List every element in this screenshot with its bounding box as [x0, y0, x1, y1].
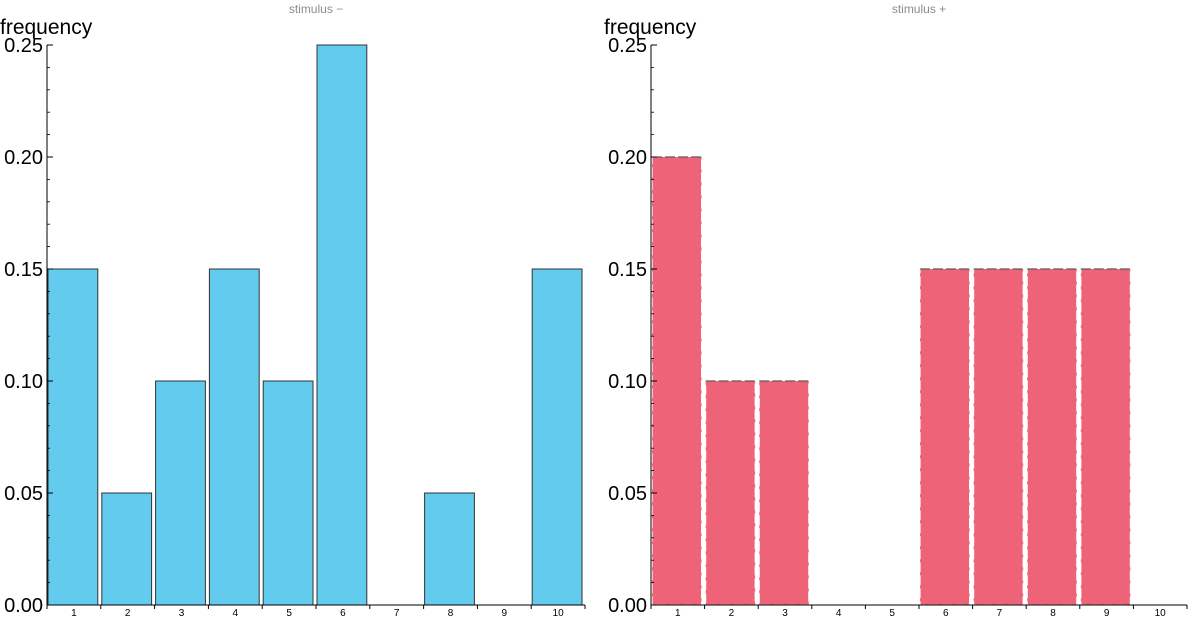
bar [758, 380, 810, 606]
bar [424, 492, 475, 606]
bar [262, 380, 314, 606]
x-tick-label: 7 [394, 608, 400, 619]
y-tick-label: 0.15 [4, 259, 43, 281]
x-tick-label: 4 [233, 608, 239, 619]
y-tick-label: 0.00 [4, 595, 43, 617]
y-tick-label: 0.25 [4, 35, 43, 57]
x-tick-label: 2 [729, 608, 735, 619]
chart-panel: stimulus − frequency 0.00 0.05 0.10 0.15 0.20 0… [0, 2, 586, 619]
x-tick-label: 9 [1104, 608, 1110, 619]
y-tick-label: 0.15 [608, 259, 647, 281]
x-tick-label: 3 [179, 608, 185, 619]
bar [155, 380, 206, 606]
bar [316, 44, 368, 606]
bar [1026, 268, 1078, 606]
chart-title: stimulus + [892, 2, 946, 16]
chart-title: stimulus − [289, 2, 343, 16]
x-tick-label: 10 [553, 608, 565, 619]
bar [101, 492, 153, 606]
x-tick-label: 1 [71, 608, 77, 619]
x-tick-label: 2 [125, 608, 131, 619]
bar [47, 268, 99, 606]
y-tick-label: 0.05 [4, 483, 43, 505]
bar [1080, 268, 1132, 606]
y-tick-label: 0.20 [608, 147, 647, 169]
bar [972, 268, 1024, 606]
x-tick-label: 9 [502, 608, 508, 619]
x-tick-label: 4 [836, 608, 842, 619]
x-tick-label: 5 [286, 608, 292, 619]
bar [651, 156, 703, 606]
x-tick-label: 5 [889, 608, 895, 619]
x-tick-label: 6 [340, 608, 346, 619]
y-axis-label: frequency [604, 16, 697, 39]
bar [531, 268, 583, 606]
x-tick-label: 1 [675, 608, 681, 619]
bar [919, 268, 971, 606]
y-tick-label: 0.10 [608, 371, 647, 393]
y-tick-label: 0.10 [4, 371, 43, 393]
x-tick-label: 8 [448, 608, 454, 619]
x-tick-label: 3 [782, 608, 788, 619]
y-tick-label: 0.20 [4, 147, 43, 169]
y-tick-label: 0.25 [608, 35, 647, 57]
y-axis-label: frequency [0, 16, 93, 39]
x-tick-label: 10 [1155, 608, 1167, 619]
y-tick-label: 0.00 [608, 595, 647, 617]
chart-panel: stimulus + frequency 0.00 0.05 0.10 0.15 0.20 0… [604, 2, 1188, 619]
x-tick-label: 6 [943, 608, 949, 619]
y-tick-label: 0.05 [608, 483, 647, 505]
bar [208, 268, 260, 606]
x-tick-label: 7 [997, 608, 1003, 619]
bar [704, 380, 756, 606]
x-tick-label: 8 [1050, 608, 1056, 619]
